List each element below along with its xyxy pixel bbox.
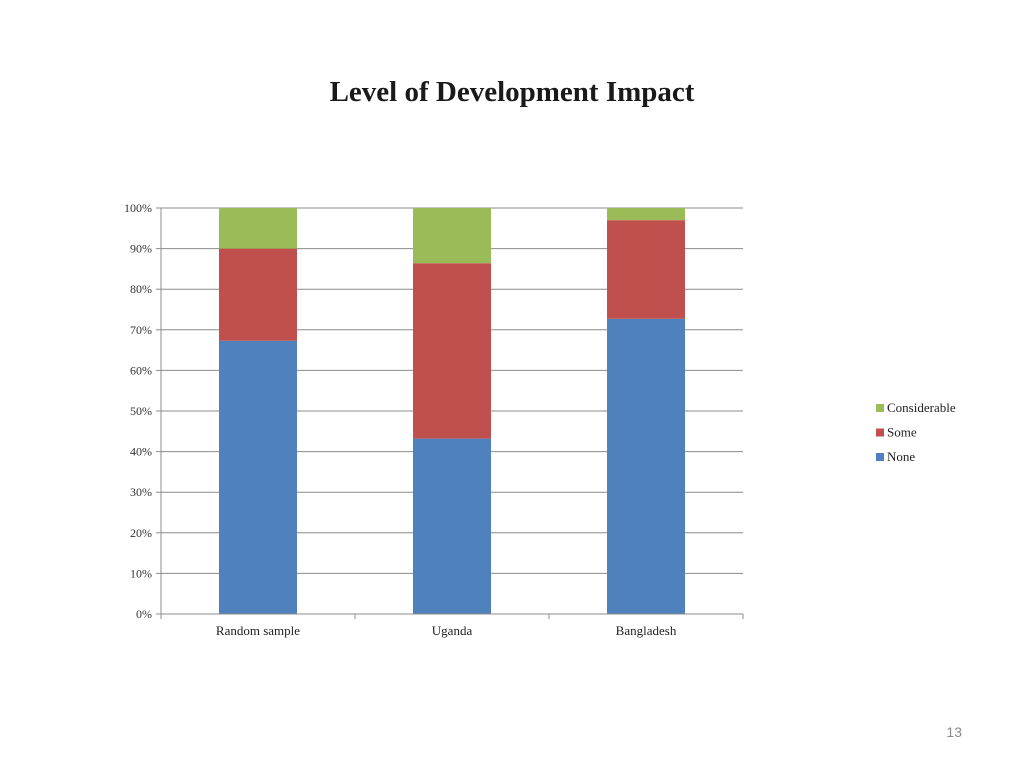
legend-swatch-none [876,453,884,461]
y-tick-label: 10% [130,566,152,580]
bar-considerable-bangladesh [607,208,685,221]
y-tick-label: 70% [130,323,152,337]
bar-considerable-uganda [413,208,491,264]
y-tick-label: 90% [130,242,152,256]
bar-none-uganda [413,438,491,614]
page-number: 13 [946,724,962,740]
legend-label-none: None [887,449,915,464]
y-tick-label: 100% [124,201,152,215]
x-category-label: Random sample [216,623,300,638]
y-tick-label: 50% [130,404,152,418]
bar-none-random-sample [219,340,297,614]
x-category-label: Bangladesh [616,623,677,638]
legend-label-some: Some [887,425,917,440]
y-tick-label: 80% [130,282,152,296]
x-category-label: Uganda [432,623,473,638]
bar-some-random-sample [219,248,297,341]
y-tick-label: 40% [130,445,152,459]
legend-label-considerable: Considerable [887,400,956,415]
bars [219,208,685,614]
bar-none-bangladesh [607,318,685,614]
y-tick-label: 20% [130,526,152,540]
bar-some-bangladesh [607,220,685,319]
axes: 0% 10% 20% 30% 40% 50% 60% 70% 80% 90% 100% Random … [124,201,744,638]
y-tick-label: 60% [130,363,152,377]
legend-swatch-some [876,428,884,437]
bar-considerable-random-sample [219,208,297,249]
bar-some-uganda [413,263,491,439]
legend: Considerable Some None [876,400,956,464]
y-tick-label: 0% [136,607,152,621]
legend-swatch-considerable [876,404,884,412]
y-tick-label: 30% [130,485,152,499]
chart-title: Level of Development Impact [329,76,695,108]
